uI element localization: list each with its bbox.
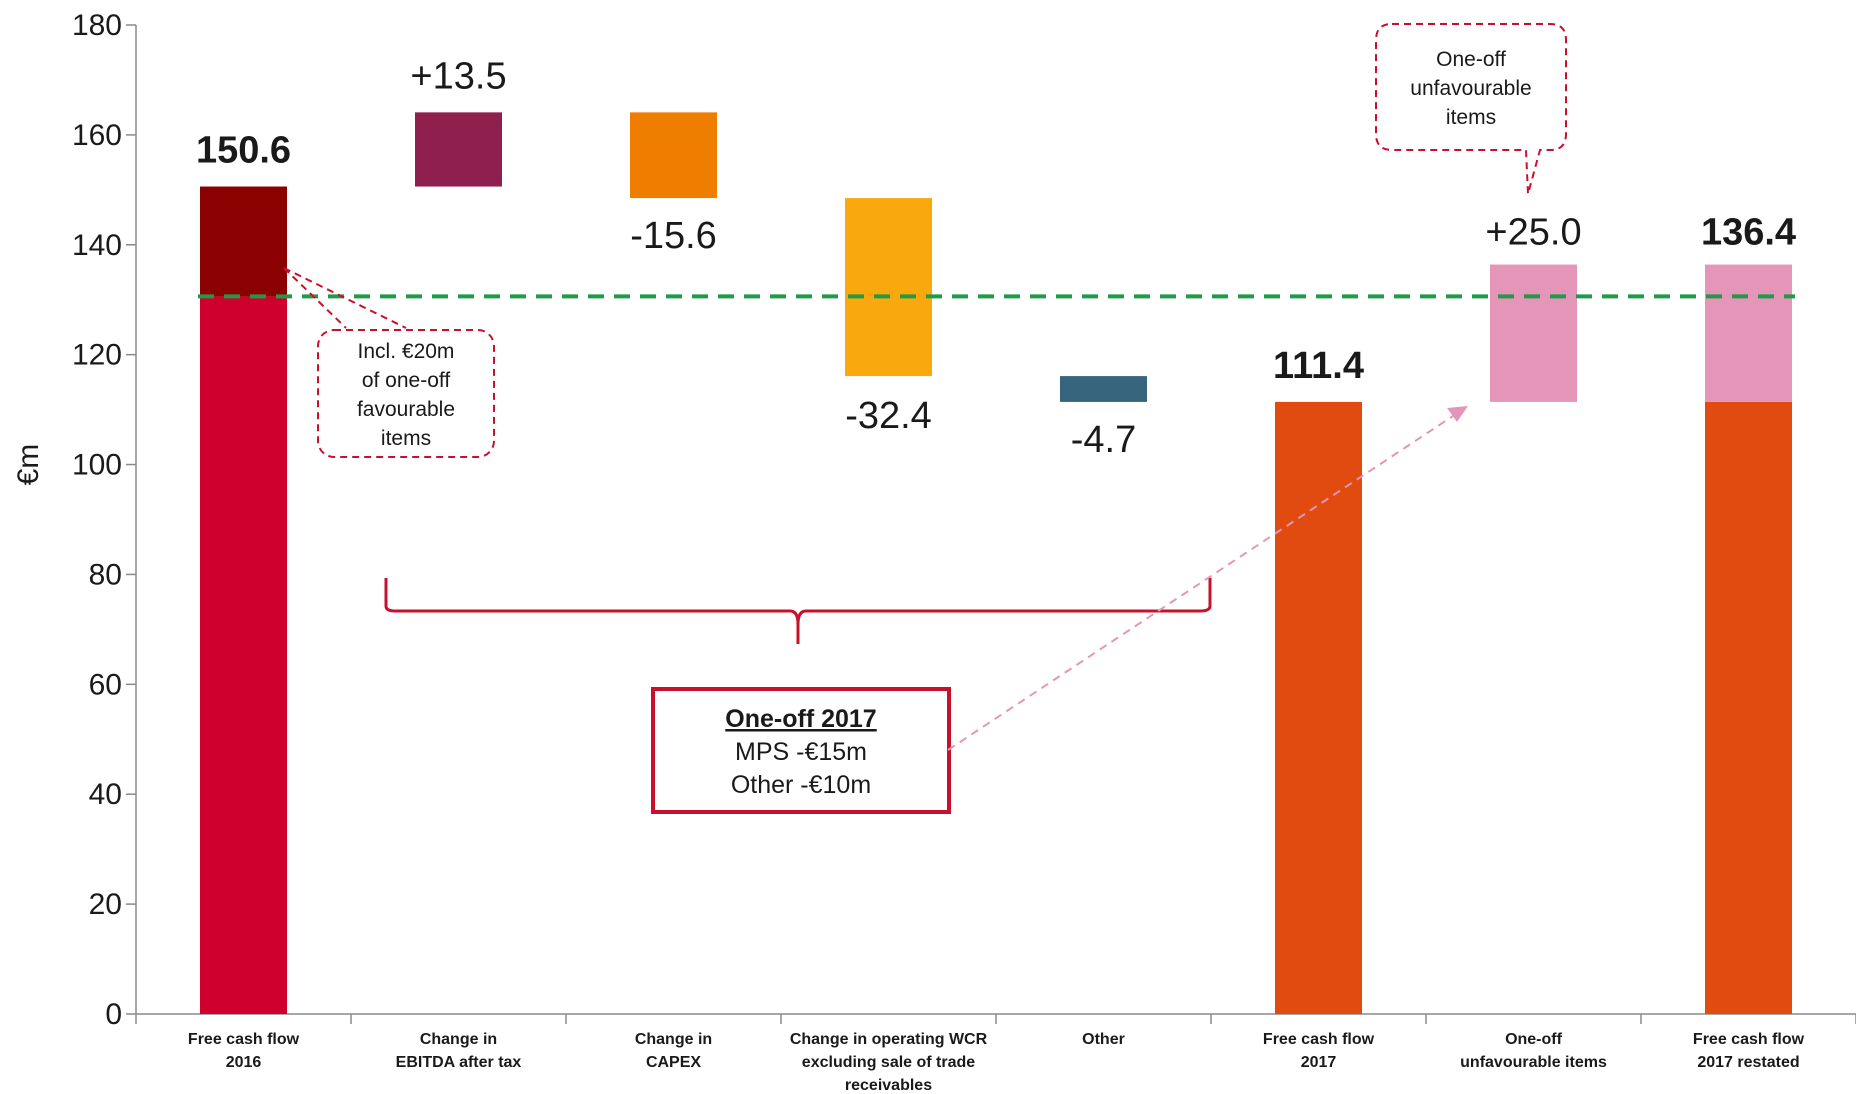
bar-value-label: 111.4: [1273, 345, 1364, 387]
category-label: Free cash flow: [188, 1031, 300, 1048]
category-label: Change in operating WCR: [790, 1031, 988, 1048]
one-off-box: [651, 687, 951, 814]
y-tick-label: 100: [72, 449, 122, 482]
bar-segment: [1490, 264, 1577, 402]
y-tick-label: 120: [72, 339, 122, 372]
category-label: Other: [1082, 1031, 1125, 1048]
category-label: 2016: [226, 1054, 262, 1071]
unfavourable-note-text: unfavourable: [1410, 77, 1531, 100]
favourable-note-text: items: [381, 427, 431, 450]
y-tick-label: 40: [89, 778, 122, 811]
bar-value-label: -15.6: [630, 215, 717, 257]
favourable-note-text: favourable: [357, 398, 455, 421]
labels-layer: 150.6 Free cash flow 2016 +13.5 Change in EBI…: [188, 55, 1805, 1094]
category-label: Free cash flow: [1263, 1031, 1375, 1048]
bar-value-label: 136.4: [1701, 212, 1796, 254]
axes-layer: 0 20 40 60 80 100 120 140 160 180 €m: [12, 9, 1856, 1031]
bar-value-label: +13.5: [410, 55, 506, 97]
category-label: EBITDA after tax: [396, 1054, 522, 1071]
favourable-note-text: Incl. €20m: [358, 340, 455, 363]
category-label: 2017: [1301, 1054, 1337, 1071]
category-label: unfavourable items: [1460, 1054, 1607, 1071]
arrow-head: [1447, 406, 1468, 422]
category-label: 2017 restated: [1697, 1054, 1799, 1071]
y-tick-label: 20: [89, 888, 122, 921]
y-tick-label: 140: [72, 229, 122, 262]
unfavourable-note-text: items: [1446, 106, 1496, 129]
favourable-note-pointer: [283, 267, 407, 329]
category-label: Change in: [420, 1031, 497, 1048]
y-tick-label: 60: [89, 668, 122, 701]
bar-value-label: +25.0: [1485, 212, 1581, 254]
bracket-brace: [384, 578, 1212, 644]
y-tick-label: 80: [89, 558, 122, 591]
y-tick-label: 160: [72, 119, 122, 152]
category-label: Change in: [635, 1031, 712, 1048]
bar-segment: [1705, 401, 1792, 1014]
bar-segment: [1705, 264, 1792, 402]
category-label: receivables: [845, 1077, 932, 1094]
bar-segment: [1060, 376, 1147, 402]
bar-value-label: -4.7: [1071, 419, 1136, 461]
one-off-box-title: One-off 2017: [725, 705, 876, 733]
bar-value-label: 150.6: [196, 130, 291, 172]
annotation-layer: Incl. €20m of one-off favourable items One-o…: [198, 23, 1795, 814]
one-off-box-line: MPS -€15m: [735, 738, 867, 766]
y-tick-label: 0: [105, 998, 122, 1031]
bar-segment: [200, 296, 287, 1015]
category-label: CAPEX: [646, 1054, 701, 1071]
category-label: Free cash flow: [1693, 1031, 1805, 1048]
bar-value-label: -32.4: [845, 395, 932, 437]
one-off-box-line: Other -€10m: [731, 771, 871, 799]
y-tick-label: 180: [72, 9, 122, 42]
bar-segment: [200, 186, 287, 297]
unfavourable-note-text: One-off: [1436, 48, 1506, 71]
favourable-note-text: of one-off: [362, 369, 451, 392]
category-label: excluding sale of trade: [802, 1054, 975, 1071]
arrow-line: [947, 413, 1457, 751]
bar-segment: [630, 112, 717, 199]
y-axis-label: €m: [12, 444, 45, 486]
bar-segment: [415, 112, 502, 187]
unfavourable-note-bubble: [1375, 23, 1567, 195]
category-label: One-off: [1505, 1031, 1563, 1048]
bar-segment: [845, 198, 932, 377]
bars-layer: [200, 112, 1792, 1015]
bar-segment: [1275, 401, 1362, 1014]
favourable-note-box: [317, 329, 495, 458]
